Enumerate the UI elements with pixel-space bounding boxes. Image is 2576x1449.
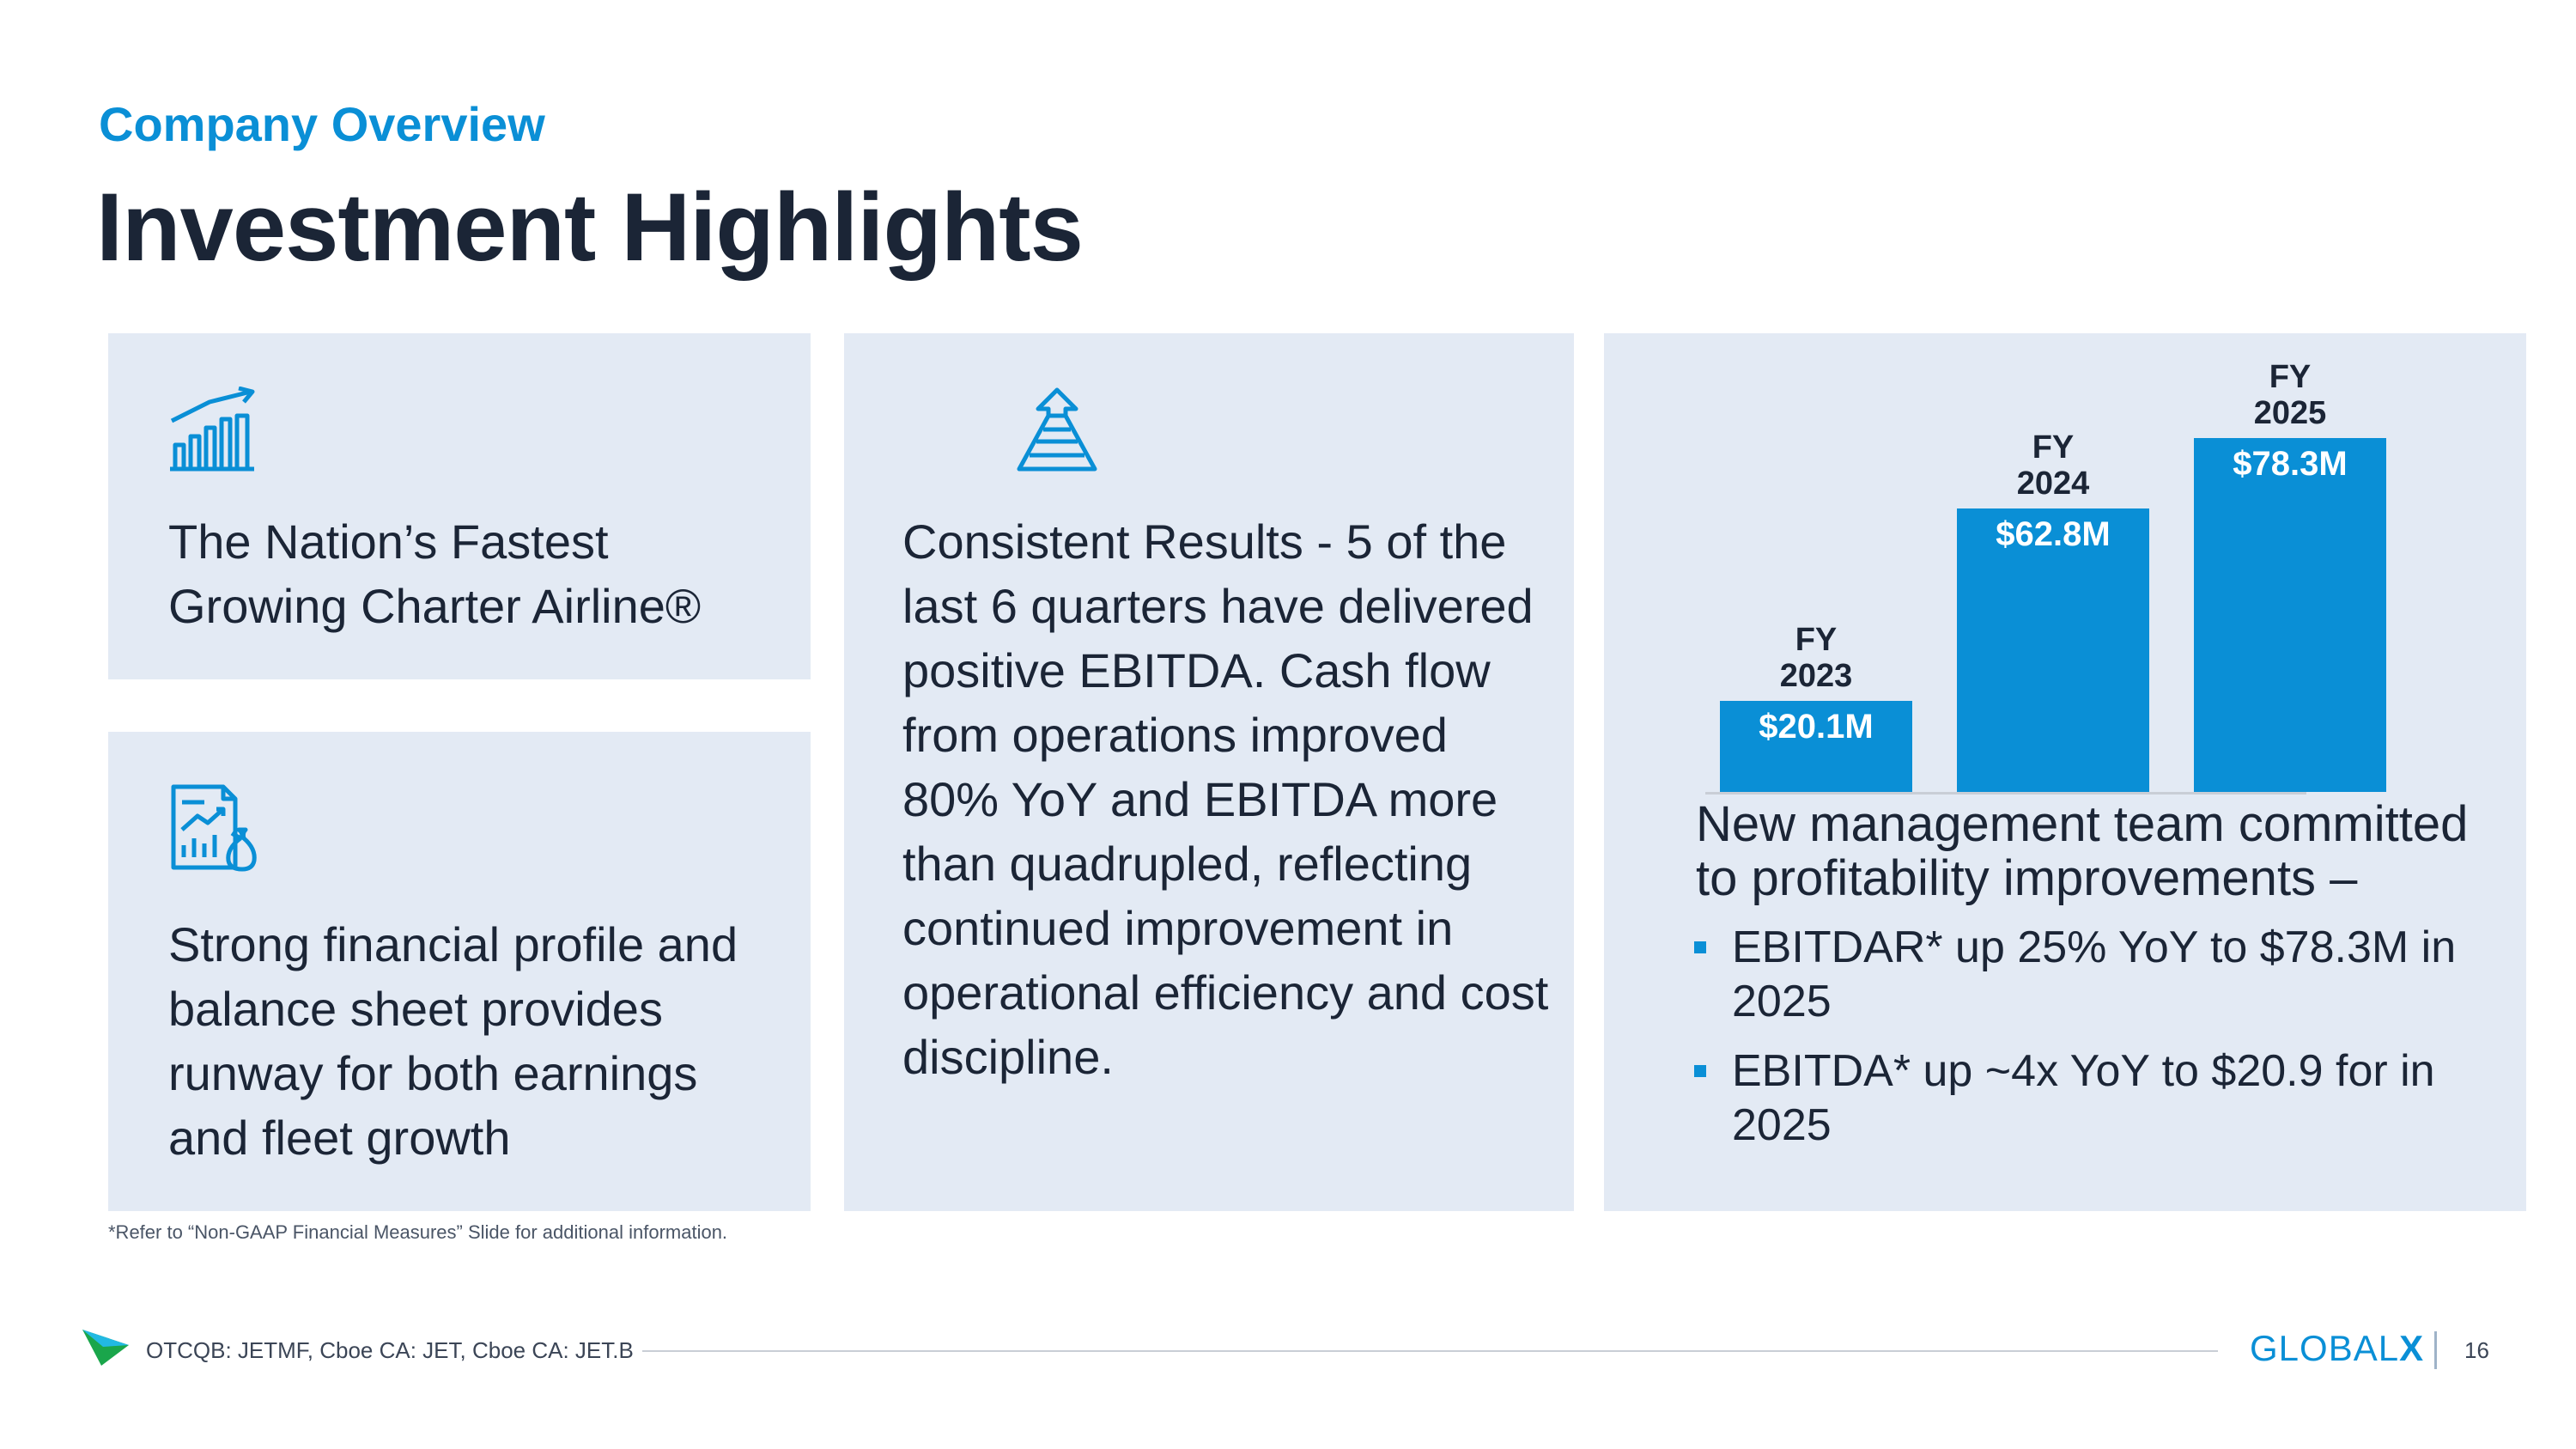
card-financial-profile-text: Strong financial profile and balance she…: [168, 917, 738, 1165]
card-fastest-growing-text: The Nation’s Fastest Growing Charter Air…: [168, 514, 702, 633]
footer-ticker: OTCQB: JETMF, Cboe CA: JET, Cboe CA: JET…: [146, 1337, 634, 1363]
caption-bullet-1-text: EBITDAR* up 25% YoY to $78.3M in 2025: [1732, 922, 2457, 1026]
bar-category-label: FY 2025: [2194, 359, 2386, 431]
footer-divider: [642, 1350, 2218, 1352]
logo-separator: [2434, 1331, 2437, 1369]
ebitdar-bar-chart: $20.1M FY 2023 $62.8M FY 2024 $78.3M FY 2025: [1604, 333, 2526, 797]
card-financial-profile: Strong financial profile and balance she…: [108, 732, 811, 1211]
bar-value-label: $62.8M: [1996, 515, 2111, 553]
rising-arrow-road-icon: [1017, 387, 1097, 472]
page-title: Investment Highlights: [96, 174, 1084, 281]
bar-value-label: $20.1M: [1759, 708, 1874, 746]
bullet-square-icon: [1694, 1065, 1706, 1077]
bar-category-label: FY 2023: [1720, 622, 1912, 694]
card-consistent-results-text: Consistent Results - 5 of the last 6 qua…: [902, 514, 1549, 1084]
bar-category-line: 2024: [2016, 466, 2090, 502]
bar-value-label: $78.3M: [2233, 445, 2348, 483]
caption-bullet-1: EBITDAR* up 25% YoY to $78.3M in 2025: [1694, 921, 2484, 1029]
bar-chart-growth-icon: [170, 387, 255, 472]
chart-baseline: [1705, 792, 2306, 795]
bar-fy-2025: $78.3M: [2194, 438, 2386, 792]
bar-category-line: 2023: [1779, 658, 1853, 694]
section-title: Company Overview: [99, 97, 545, 151]
globalx-logo-x: X: [2399, 1328, 2425, 1368]
card-fastest-growing: The Nation’s Fastest Growing Charter Air…: [108, 333, 811, 679]
chart-caption-headline: New management team committed to profita…: [1696, 796, 2469, 906]
bar-category-label: FY 2024: [1957, 429, 2149, 502]
bar-category-line: FY: [1795, 622, 1838, 658]
caption-bullet-2: EBITDA* up ~4x YoY to $20.9 for in 2025: [1694, 1044, 2484, 1153]
bar-fy-2024: $62.8M: [1957, 508, 2149, 792]
bullet-square-icon: [1694, 941, 1706, 953]
bar-category-line: FY: [2269, 359, 2312, 395]
footnote: *Refer to “Non-GAAP Financial Measures” …: [108, 1221, 728, 1243]
card-consistent-results: Consistent Results - 5 of the last 6 qua…: [844, 333, 1574, 1211]
bar-category-line: FY: [2032, 429, 2075, 466]
financial-report-icon: [171, 784, 257, 872]
globalx-logo: GLOBALX: [2250, 1328, 2424, 1369]
bar-category-line: 2025: [2253, 395, 2327, 431]
company-logo-icon: [82, 1330, 129, 1366]
bar-fy-2023: $20.1M: [1720, 701, 1912, 792]
globalx-logo-main: GLOBAL: [2250, 1328, 2400, 1368]
page-number: 16: [2464, 1337, 2489, 1363]
caption-bullet-2-text: EBITDA* up ~4x YoY to $20.9 for in 2025: [1732, 1046, 2435, 1150]
